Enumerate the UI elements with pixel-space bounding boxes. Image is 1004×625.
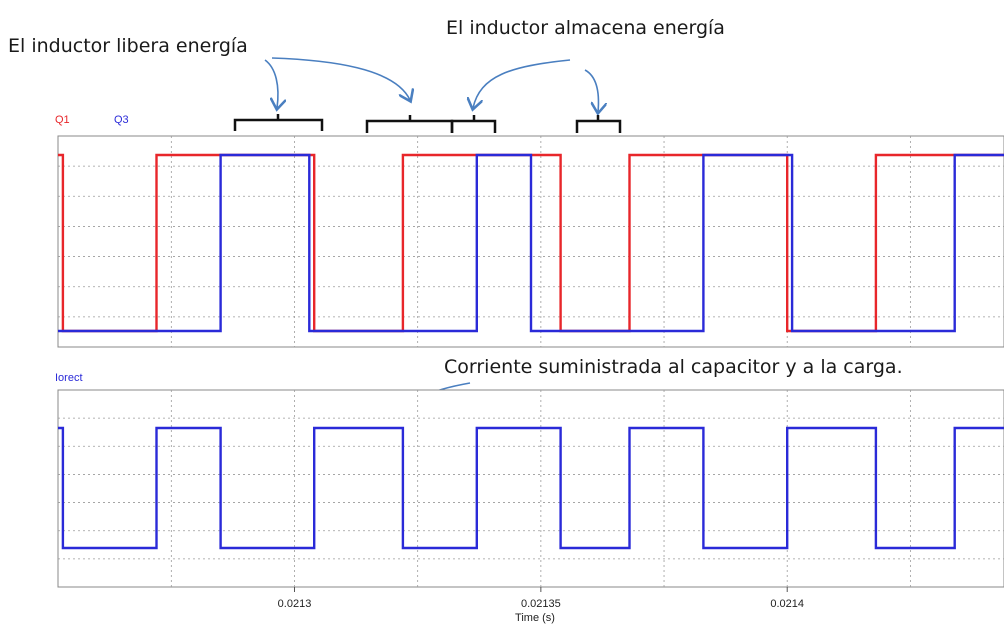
plot-frame-bottom [57, 389, 1004, 588]
series-q3-line [58, 153, 1004, 333]
plot-q1-q3: Q1 Q3 [55, 114, 1004, 348]
bracket-store-1 [450, 115, 497, 133]
annotation-current-supplied: Corriente suministrada al capacitor y a … [444, 356, 903, 378]
x-axis-ticks: 0.0213 0.02135 0.0214 [278, 587, 804, 610]
x-axis-label: Time (s) [515, 612, 555, 624]
x-tick-label: 0.0213 [278, 598, 312, 610]
bracket-release-1 [233, 114, 324, 131]
bracket-store-2 [575, 115, 622, 133]
arrow-release-1 [264, 59, 278, 108]
legend-iorect: Iorect [55, 372, 83, 384]
bracket-release-2 [365, 115, 454, 133]
arrow-store-1 [473, 59, 571, 108]
annotation-inductor-releases: El inductor libera energía [8, 35, 248, 57]
traces-bottom [58, 426, 1004, 550]
traces-top [58, 153, 1004, 333]
legend-q1: Q1 [55, 114, 70, 126]
x-tick-label: 0.0214 [770, 598, 804, 610]
arrow-release-2 [271, 57, 410, 100]
series-iorect-line [58, 426, 1004, 550]
arrow-store-2 [584, 69, 598, 112]
annotation-inductor-stores: El inductor almacena energía [446, 17, 725, 39]
legend-q3: Q3 [114, 114, 129, 126]
plot-iorect: Iorect 0.0213 0.02135 0.0214 Time (s) [55, 372, 1004, 624]
x-tick-label: 0.02135 [521, 598, 561, 610]
